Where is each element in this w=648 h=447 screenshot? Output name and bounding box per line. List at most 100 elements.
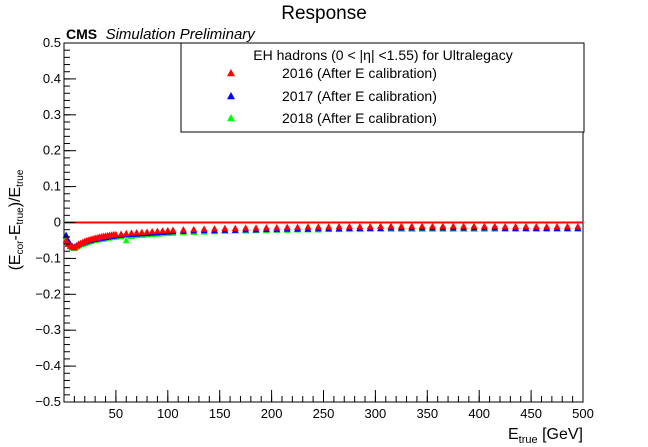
data-point xyxy=(283,223,291,230)
legend-box xyxy=(180,42,585,133)
data-point xyxy=(345,222,353,230)
experiment-extra-label: Simulation Preliminary xyxy=(106,26,257,43)
legend-label: 2018 (After E calibration) xyxy=(282,110,437,126)
data-point xyxy=(62,231,70,238)
x-tick-label: 350 xyxy=(416,406,438,421)
y-tick-label: 0.3 xyxy=(43,107,61,122)
data-point xyxy=(480,222,488,229)
data-point xyxy=(335,222,343,230)
data-point xyxy=(127,229,135,236)
y-axis-title: (Ecor-Etrue)/Etrue xyxy=(7,169,26,270)
data-point xyxy=(262,224,270,231)
data-point xyxy=(211,225,219,232)
data-point xyxy=(273,224,281,231)
data-point xyxy=(314,223,322,230)
y-axis-title-sub: true xyxy=(15,207,26,225)
data-point xyxy=(439,222,447,229)
data-point xyxy=(242,224,250,231)
y-tick-label: 0 xyxy=(54,215,61,230)
data-point xyxy=(252,224,260,231)
legend-marker xyxy=(227,69,235,77)
y-tick-label: 0.5 xyxy=(43,35,61,50)
data-point xyxy=(563,222,571,230)
x-tick-label: 50 xyxy=(109,406,123,421)
y-tick-label: −0.1 xyxy=(35,250,61,265)
data-point xyxy=(231,224,239,232)
data-point xyxy=(169,226,177,233)
y-tick-label: −0.2 xyxy=(35,286,61,301)
data-point xyxy=(221,224,229,232)
data-point xyxy=(470,222,478,229)
x-axis-title-sub: true xyxy=(519,434,538,446)
axes: −0.5 −0.4 −0.3 −0.2 −0.1 0 0.1 0.2 0.3 0.4 0.5 50 10… xyxy=(35,35,594,421)
legend-header: EH hadrons (0 < |η| <1.55) for Ultralega… xyxy=(253,47,512,63)
y-tick-label: 0.4 xyxy=(43,71,61,86)
x-tick-label: 200 xyxy=(261,406,283,421)
data-point xyxy=(112,230,120,238)
x-tick-label: 400 xyxy=(468,406,490,421)
data-point xyxy=(179,226,187,233)
data-point xyxy=(397,222,405,229)
cms-label: CMS Simulation Preliminary xyxy=(66,26,256,43)
x-tick-label: 250 xyxy=(313,406,335,421)
x-tick-label: 500 xyxy=(572,406,594,421)
data-point xyxy=(138,228,146,235)
legend-label: 2016 (After E calibration) xyxy=(282,65,437,81)
x-tick-label: 300 xyxy=(365,406,387,421)
data-point xyxy=(460,222,468,229)
data-points xyxy=(62,222,582,252)
y-axis-title-part: )/E xyxy=(7,187,24,207)
y-tick-label: −0.5 xyxy=(35,394,61,409)
data-point xyxy=(491,222,499,229)
y-axis-title-part: (E xyxy=(7,254,24,270)
data-point xyxy=(190,225,198,233)
data-point xyxy=(574,222,582,230)
data-point xyxy=(512,222,520,230)
data-point xyxy=(294,223,302,230)
data-point xyxy=(366,222,374,230)
x-tick-label: 150 xyxy=(209,406,231,421)
x-tick-label: 100 xyxy=(157,406,179,421)
data-point xyxy=(387,222,395,229)
data-point xyxy=(418,222,426,229)
y-axis-title-sub: cor xyxy=(15,240,26,255)
data-point xyxy=(122,236,130,244)
x-axis-title: Etrue [GeV] xyxy=(508,426,583,446)
legend: EH hadrons (0 < |η| <1.55) for Ultralega… xyxy=(180,42,585,133)
y-tick-label: −0.4 xyxy=(35,358,61,373)
data-point xyxy=(428,222,436,229)
data-point xyxy=(122,229,130,237)
data-point xyxy=(304,223,312,230)
data-point xyxy=(356,222,364,230)
data-point xyxy=(159,227,167,234)
data-point xyxy=(501,222,509,230)
data-point xyxy=(133,229,141,236)
data-point xyxy=(148,227,156,235)
data-point xyxy=(532,222,540,230)
data-point xyxy=(522,222,530,230)
experiment-label: CMS xyxy=(66,26,97,42)
y-tick-label: 0.2 xyxy=(43,143,61,158)
data-point xyxy=(553,222,561,230)
legend-marker xyxy=(227,114,235,122)
data-point xyxy=(143,228,151,235)
data-point xyxy=(153,227,161,234)
y-axis-title-part: -E xyxy=(7,225,24,241)
chart-title: Response xyxy=(281,3,367,24)
data-point xyxy=(117,230,125,237)
x-tick-label: 450 xyxy=(520,406,542,421)
data-point xyxy=(408,222,416,229)
legend-marker xyxy=(227,92,235,100)
legend-entries: 2016 (After E calibration) 2017 (After E … xyxy=(227,65,437,126)
data-point xyxy=(449,222,457,229)
x-axis-title-part: E xyxy=(508,426,519,443)
y-axis-title-sub: true xyxy=(15,169,26,187)
legend-label: 2017 (After E calibration) xyxy=(282,88,437,104)
y-tick-label: 0.1 xyxy=(43,179,61,194)
y-tick-label: −0.3 xyxy=(35,322,61,337)
data-point xyxy=(200,225,208,232)
data-point xyxy=(325,223,333,230)
data-point xyxy=(377,222,385,229)
x-axis-title-unit: [GeV] xyxy=(538,426,583,443)
